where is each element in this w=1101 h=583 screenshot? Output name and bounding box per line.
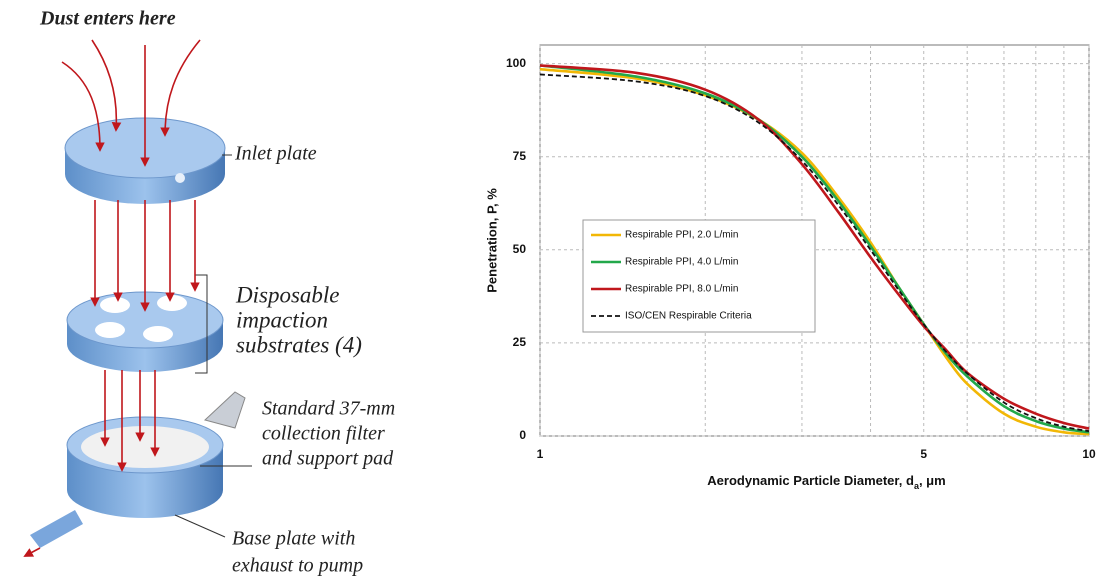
x-axis-label-part: Aerodynamic Particle Diameter, d (707, 473, 914, 488)
legend-box (582, 219, 816, 333)
legend-label: ISO/CEN Respirable Criteria (625, 311, 752, 322)
diagram-label: and support pad (262, 448, 394, 470)
x-axis-label: Aerodynamic Particle Diameter, da, μm (707, 473, 945, 491)
x-tick-label: 1 (537, 447, 544, 461)
diagram-label: Base plate with (232, 528, 355, 550)
sampler-diagram: Dust enters here Inlet plate Dispo (23, 8, 395, 577)
tab (203, 391, 246, 429)
diagram-label: Standard 37-mm (262, 398, 395, 420)
substrate (95, 322, 125, 338)
diagram-label: Disposable (235, 282, 340, 307)
y-tick-label: 75 (513, 149, 527, 163)
series-line (539, 64, 1090, 430)
y-axis-label: Penetration, P, % (484, 188, 499, 293)
airflow-arrows (23, 39, 201, 557)
series-line (539, 73, 1090, 433)
series-line (539, 64, 1090, 434)
y-tick-label: 0 (519, 428, 526, 442)
diagram-label: exhaust to pump (232, 555, 363, 577)
x-tick-label: 5 (920, 447, 927, 461)
substrate (143, 326, 173, 342)
filter (81, 426, 209, 468)
diagram-label: collection filter (262, 423, 385, 445)
hole (175, 173, 185, 183)
legend-label: Respirable PPI, 2.0 L/min (625, 230, 738, 241)
y-tick-label: 100 (506, 56, 526, 70)
top-label: Dust enters here (39, 8, 176, 30)
substrate (100, 297, 130, 313)
inlet-label: Inlet plate (234, 143, 317, 165)
diagram-label: impaction (236, 307, 328, 332)
x-tick-label: 10 (1082, 447, 1096, 461)
y-tick-label: 25 (513, 335, 527, 349)
x-axis-label-part: , μm (919, 473, 946, 488)
substrate (157, 295, 187, 311)
y-tick-label: 50 (513, 242, 527, 256)
legend-label: Respirable PPI, 4.0 L/min (625, 257, 738, 268)
legend-label: Respirable PPI, 8.0 L/min (625, 284, 738, 295)
bracket (195, 274, 208, 374)
exhaust-tube (30, 510, 83, 548)
diagram-label: substrates (4) (236, 332, 362, 357)
leader (174, 514, 226, 538)
x-axis-label-part: a (914, 481, 920, 491)
